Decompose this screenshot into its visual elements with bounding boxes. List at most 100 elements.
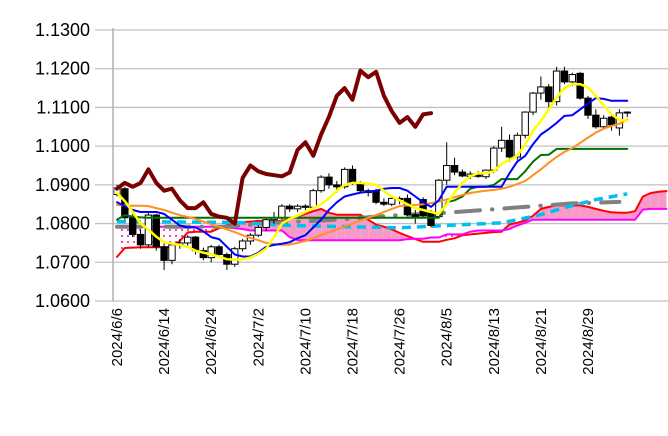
candle-body [183, 236, 192, 244]
y-tick-label: 1.0900 [35, 175, 90, 195]
y-tick-label: 1.0600 [35, 291, 90, 311]
candle-body [505, 139, 514, 158]
gray-dashdot-line [115, 199, 622, 229]
candle-up [254, 225, 263, 238]
candle-body [568, 74, 576, 83]
candle-body [317, 176, 325, 192]
candle-up [262, 217, 270, 232]
candle-body [340, 168, 349, 188]
candle-body [231, 248, 239, 265]
cloud-segment-bullish [603, 210, 612, 220]
candle-body [427, 212, 435, 227]
cloud-segment-bullish [572, 205, 581, 220]
candle-body [152, 214, 160, 248]
candle-body [293, 205, 302, 210]
candle-body [537, 86, 545, 94]
candle-up [168, 242, 176, 265]
short-ma-line [115, 82, 629, 261]
candle-down [215, 244, 223, 257]
candle-down [505, 134, 514, 162]
cloud-segment-bullish [650, 191, 659, 209]
cloud-segment-bullish [556, 205, 565, 220]
candle-body [309, 190, 317, 208]
candle-up [443, 142, 451, 185]
candle-up [388, 196, 396, 207]
x-tick-label: 2024/7/26 [392, 308, 409, 375]
candle-body [136, 233, 145, 246]
cloud-segment-bullish [588, 206, 596, 220]
candle-body [419, 199, 427, 217]
candle-body [372, 190, 380, 203]
y-axis-ticks: 1.0600 1.0700 1.0800 1.0900 1.1000 1.1100 1.12… [35, 20, 90, 311]
candle-body [529, 92, 537, 113]
cloud-segment-bullish [658, 191, 667, 209]
candle-down [380, 198, 388, 207]
candle-body [129, 217, 137, 235]
y-tick-label: 1.1300 [35, 20, 90, 40]
cloud-segment-bullish [611, 212, 620, 220]
candle-up [529, 91, 537, 116]
candle-body [278, 205, 286, 219]
candle-down [286, 204, 294, 212]
candle-body [490, 147, 498, 171]
x-tick-label: 2024/8/13 [486, 308, 503, 375]
candle-up [317, 175, 325, 193]
candle-up [497, 126, 506, 152]
candle-body [286, 205, 294, 210]
candle-up [238, 239, 247, 252]
candle-down [411, 210, 420, 224]
x-tick-label: 2024/7/2 [250, 308, 267, 366]
cloud-segment-bullish [580, 205, 588, 220]
candle-down [223, 252, 231, 271]
candle-down [450, 157, 459, 176]
candle-down [607, 115, 616, 131]
candle-down [584, 95, 592, 120]
x-tick-label: 2024/8/29 [580, 308, 597, 375]
candle-down [301, 204, 310, 211]
candle-down [136, 229, 145, 249]
y-tick-label: 1.1000 [35, 136, 90, 156]
candle-body [560, 70, 569, 83]
cloud-segment-bullish [383, 226, 392, 241]
candle-down [152, 213, 160, 251]
span-b-line [116, 207, 668, 242]
cloud-segment-bullish [619, 212, 628, 220]
candle-body [160, 246, 168, 261]
x-tick-label: 2024/6/14 [156, 308, 173, 375]
candle-body [623, 111, 631, 114]
candle-up [521, 111, 529, 139]
span-a-line [116, 190, 668, 258]
candle-body [254, 226, 263, 236]
chikou-line [115, 68, 433, 226]
candle-up [537, 76, 545, 100]
cloud-segment-bearish [431, 237, 439, 242]
gridlines [95, 29, 668, 302]
cloud-segment-bullish [635, 196, 643, 220]
candle-body [215, 246, 223, 256]
long-ma-line [116, 118, 629, 246]
candle-body [443, 165, 451, 181]
candle-body [450, 165, 459, 173]
candle-up [293, 204, 302, 212]
x-tick-label: 2024/8/5 [439, 308, 456, 366]
candle-up [623, 111, 631, 118]
candle-body [497, 139, 506, 149]
cloud-segment-bullish [289, 216, 298, 241]
candle-down [560, 66, 569, 85]
cloud-segment-bullish [595, 208, 604, 220]
candle-body [592, 114, 600, 128]
cloud-segment-bullish [540, 206, 549, 220]
candle-down [325, 173, 333, 189]
cloud-segment-bullish [642, 192, 651, 210]
candle-up [309, 188, 317, 209]
y-tick-label: 1.1100 [36, 97, 90, 117]
candle-body [552, 70, 561, 103]
candle-body [207, 246, 215, 259]
x-tick-label: 2024/8/21 [533, 308, 550, 375]
y-tick-label: 1.1200 [35, 59, 90, 79]
candle-body [600, 117, 608, 128]
candle-body [388, 197, 396, 205]
candle-up [600, 115, 608, 129]
candle-body [584, 97, 592, 116]
